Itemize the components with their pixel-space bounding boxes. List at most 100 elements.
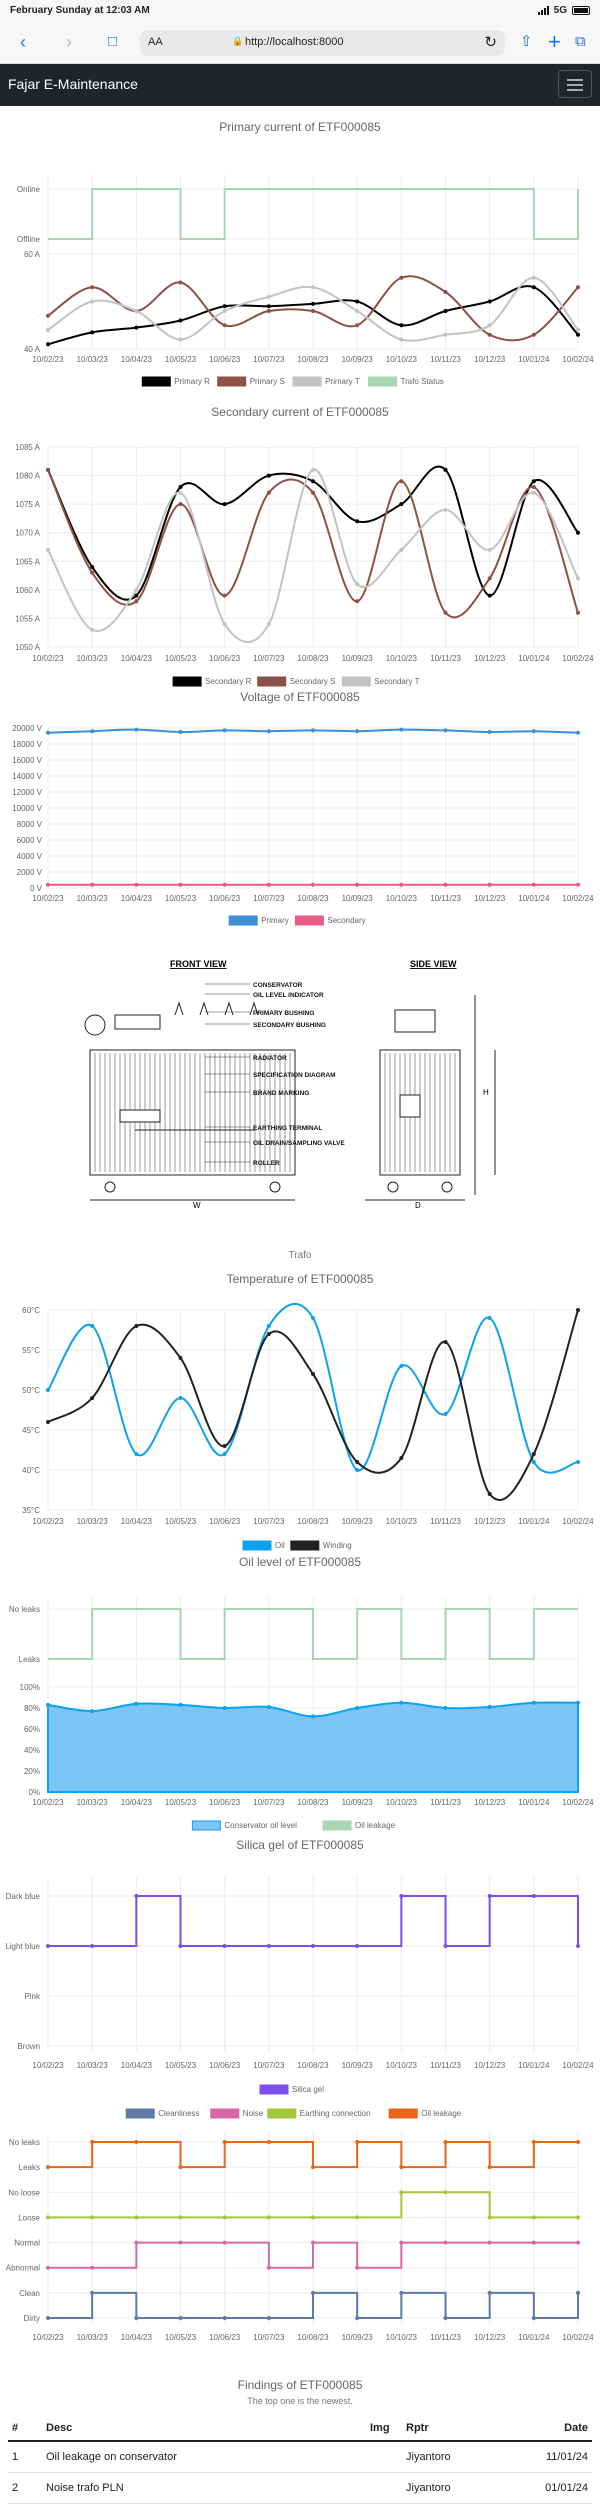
data-point: [311, 467, 315, 472]
data-point: [355, 323, 360, 328]
data-point: [46, 547, 50, 552]
chart-title: Voltage of ETF000085: [240, 690, 360, 704]
col-desc: Desc: [42, 2416, 366, 2442]
diagram-label: CONSERVATOR: [253, 982, 303, 989]
data-point: [311, 2215, 315, 2220]
x-tick-label: 10/01/24: [518, 2061, 550, 2070]
data-point: [399, 502, 404, 507]
oil-leakage-line: [48, 1608, 578, 1660]
findings-section: Findings of ETF000085 The top one is the…: [0, 2378, 600, 2504]
y-tick-label: No leaks: [9, 2138, 40, 2147]
data-point: [90, 299, 95, 304]
data-point: [443, 507, 448, 512]
data-point: [399, 337, 404, 342]
data-point: [46, 313, 50, 318]
x-tick-label: 10/04/23: [121, 1517, 153, 1526]
data-point: [90, 1396, 95, 1400]
bookmarks-icon[interactable]: □: [108, 33, 118, 50]
data-point: [90, 2290, 95, 2295]
findings-table: # Desc Img Rptr Date 1 Oil leakage on co…: [8, 2416, 592, 2504]
voltage-plot: 20000 V 18000 V 16000 V 14000 V 12000 V 10000…: [12, 724, 594, 926]
data-point: [46, 2215, 50, 2220]
x-tick-label: 10/10/23: [386, 894, 418, 903]
data-point: [399, 275, 404, 280]
data-point: [399, 1700, 404, 1705]
data-point: [178, 318, 183, 323]
new-tab-icon[interactable]: +: [548, 29, 561, 54]
x-tick-label: 10/08/23: [297, 654, 329, 663]
chart-title: Temperature of ETF000085: [226, 1272, 374, 1286]
legend-swatch: [191, 1820, 221, 1831]
address-bar[interactable]: AA 🔒 http://localhost:8000 ↻: [140, 30, 505, 56]
share-icon[interactable]: ⇧: [520, 33, 533, 50]
col-rptr: Rptr: [402, 2416, 532, 2442]
x-tick-label: 10/12/23: [474, 654, 506, 663]
y-tick-label: 60 A: [24, 250, 41, 259]
col-img: Img: [366, 2416, 402, 2442]
temperature-chart: Temperature of ETF000085 60°C 55°C 50°C 45°…: [0, 1272, 600, 1561]
data-point: [266, 309, 271, 313]
x-tick-label: 10/02/23: [32, 894, 64, 903]
data-point: [576, 882, 580, 887]
y-tick-label: 35°C: [22, 1506, 40, 1515]
data-point: [222, 2140, 227, 2144]
primary-current-chart: Primary current of ETF000085 Online Offli…: [0, 120, 600, 409]
data-point: [90, 627, 95, 632]
legend-swatch: [242, 1540, 272, 1551]
y-tick-label: 10000 V: [12, 804, 42, 813]
brand-title[interactable]: Fajar E-Maintenance: [8, 76, 138, 92]
table-row[interactable]: 1 Oil leakage on conservator Jiyantoro 1…: [8, 2441, 592, 2473]
signal-icon: [537, 6, 549, 15]
x-tick-label: 10/08/23: [297, 355, 329, 364]
diagram-label: PRIMARY BUSHING: [253, 1010, 314, 1017]
data-point: [266, 2215, 271, 2220]
data-point: [355, 599, 360, 604]
series-line: [47, 1309, 579, 1501]
hamburger-icon: [567, 79, 583, 81]
legend-label: Conservator oil level: [224, 1821, 297, 1830]
data-point: [266, 2316, 271, 2320]
chart-title: Oil level of ETF000085: [238, 1555, 362, 1569]
y-tick-label: Loose: [18, 2213, 40, 2222]
tabs-icon[interactable]: ⧉: [575, 33, 586, 50]
data-point: [311, 2290, 315, 2295]
forward-icon[interactable]: ›: [66, 32, 72, 52]
x-tick-label: 10/10/23: [386, 654, 418, 663]
row-date: 11/01/24: [532, 2441, 592, 2473]
x-tick-label: 10/07/23: [253, 894, 285, 903]
x-tick-label: 10/04/23: [121, 355, 153, 364]
x-tick-label: 10/06/23: [209, 355, 241, 364]
data-point: [90, 330, 95, 335]
x-tick-label: 10/01/24: [518, 1798, 550, 1807]
data-point: [311, 728, 315, 733]
x-tick-label: 10/02/23: [32, 355, 64, 364]
trafo-status-line: [48, 188, 579, 240]
data-point: [531, 1700, 536, 1705]
y-tick-label: 50°C: [22, 1386, 40, 1395]
data-point: [178, 2316, 183, 2320]
y-tick-label: 20000 V: [12, 724, 42, 733]
data-point: [46, 730, 50, 735]
reload-icon[interactable]: ↻: [484, 34, 497, 51]
y-tick-label: 40°C: [22, 1466, 40, 1475]
table-row[interactable]: 2 Noise trafo PLN Jiyantoro 01/01/24: [8, 2472, 592, 2504]
x-tick-label: 10/05/23: [165, 2061, 197, 2070]
data-point: [90, 729, 95, 734]
data-point: [531, 1894, 536, 1898]
y-tick-label: Light blue: [5, 1942, 40, 1951]
findings-title: Findings of ETF000085: [237, 2378, 363, 2392]
data-point: [443, 1412, 448, 1416]
data-point: [311, 1372, 315, 1376]
data-point: [355, 1706, 360, 1710]
y-tick-label: 40 A: [24, 345, 41, 354]
reader-mode-button[interactable]: AA: [148, 36, 163, 48]
data-point: [266, 473, 271, 478]
data-point: [443, 2240, 448, 2245]
legend-label: Oil leakage: [355, 1821, 396, 1830]
col-date: Date: [532, 2416, 592, 2442]
menu-toggle-button[interactable]: [558, 70, 592, 98]
back-icon[interactable]: ‹: [20, 32, 26, 52]
condition-plot: Cleanliness Noise Earthing connection Oil l…: [6, 2108, 594, 2342]
data-point: [266, 304, 271, 309]
diagram-label: SPECIFICATION DIAGRAM: [253, 1072, 336, 1079]
